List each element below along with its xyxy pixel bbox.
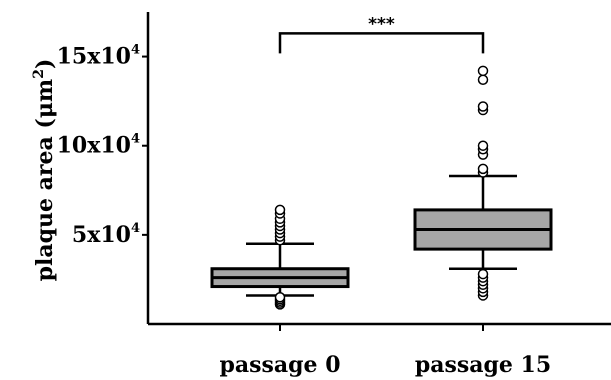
outlier-point	[274, 292, 286, 303]
y-tick-label: 5x104	[72, 221, 140, 248]
y-tick-label-exponent: 4	[131, 43, 140, 58]
y-tick-label-base: 5x10	[72, 222, 131, 248]
significance-label: ***	[368, 14, 395, 34]
x-tick-label: passage 15	[415, 352, 551, 378]
outlier-point	[477, 268, 489, 280]
outlier-point	[477, 65, 489, 77]
y-axis-label-main: plaque area (μm	[32, 79, 58, 282]
box-series	[210, 65, 553, 310]
y-tick-label: 15x104	[57, 43, 140, 70]
y-axis-label-superscript: 2	[31, 69, 47, 79]
y-tick-label: 10x104	[57, 132, 140, 159]
y-tick-label-base: 10x10	[57, 133, 131, 159]
significance-bracket: ***	[278, 14, 485, 54]
box-group	[210, 204, 350, 310]
outlier-point	[477, 140, 489, 151]
outlier-point	[274, 204, 286, 216]
x-axis: passage 0 passage 15	[148, 322, 611, 378]
significance-line	[278, 32, 485, 54]
y-tick-label-exponent: 4	[131, 132, 140, 147]
outlier-point	[477, 163, 489, 175]
y-axis-label-close: )	[32, 59, 58, 69]
box-group	[413, 65, 553, 301]
y-tick-label-exponent: 4	[131, 221, 140, 236]
outlier-point	[477, 101, 489, 112]
x-tick-label: passage 0	[219, 352, 340, 378]
y-tick-label-base: 15x10	[57, 44, 131, 70]
outlier-point	[477, 74, 489, 85]
y-axis-label: plaque area (μm2)	[31, 59, 58, 282]
